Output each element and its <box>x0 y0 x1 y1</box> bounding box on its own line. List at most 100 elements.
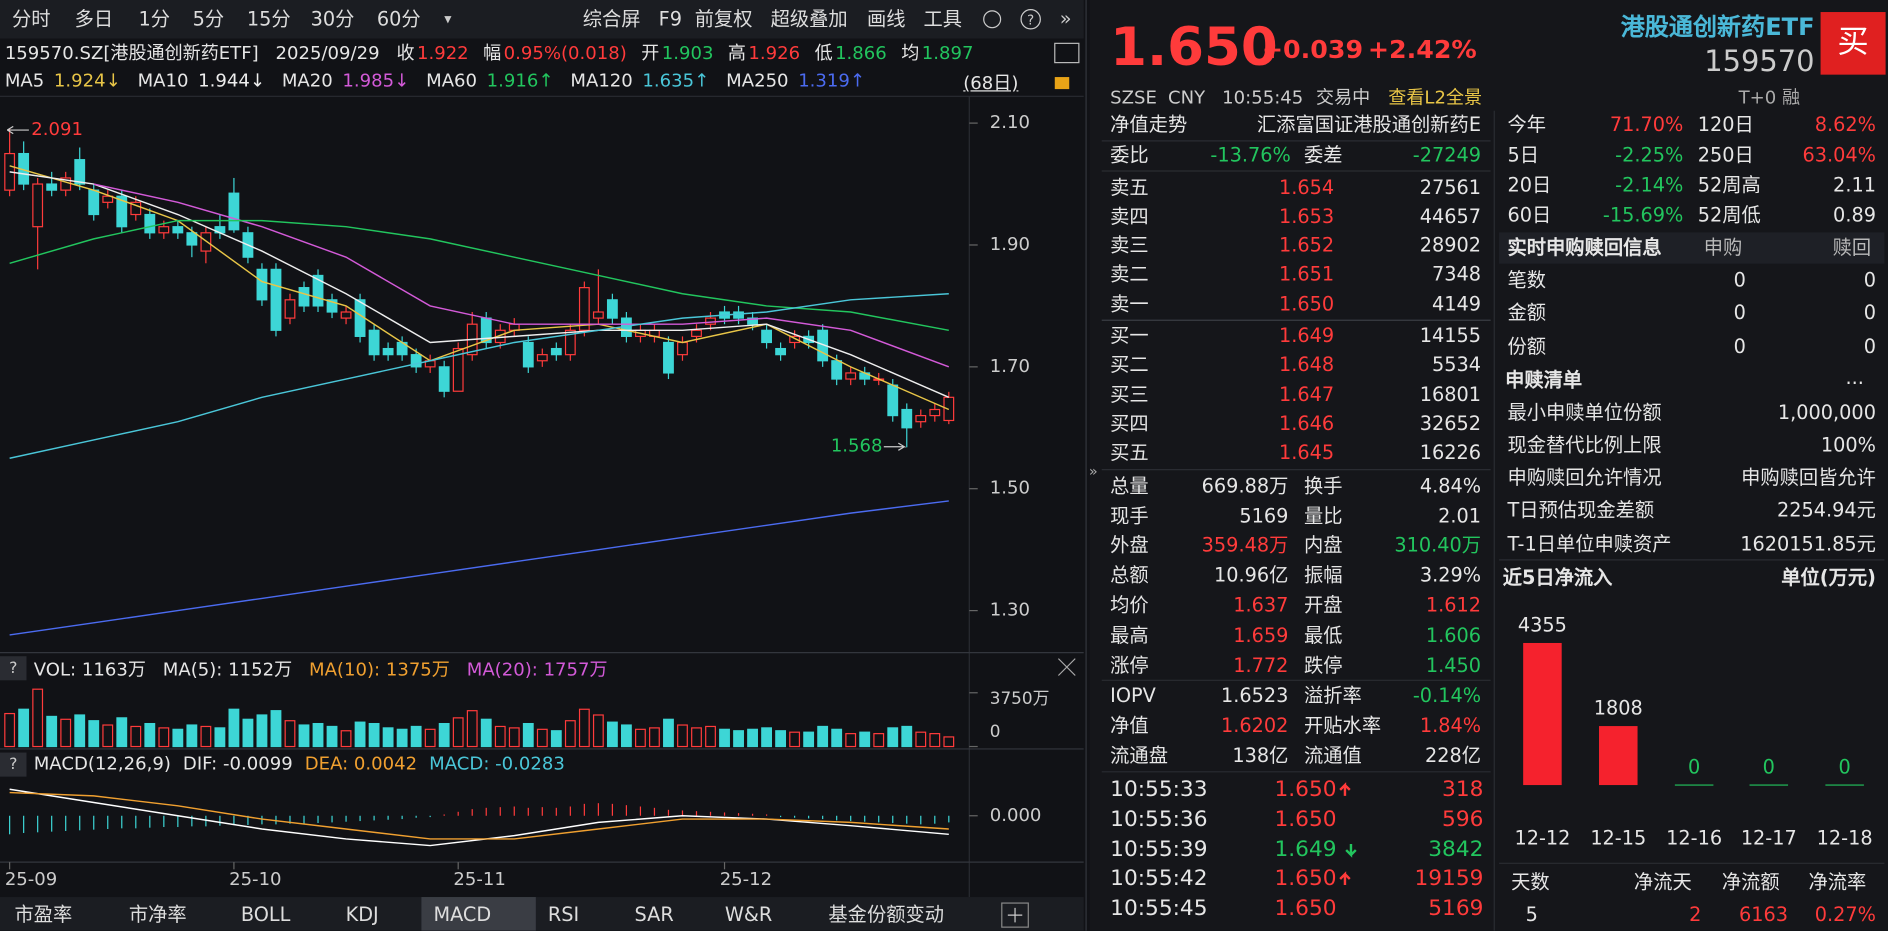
volume-bar <box>228 708 240 748</box>
indicator-tab[interactable]: 市净率 <box>128 903 187 927</box>
period-selector[interactable]: (68日) <box>963 72 1019 94</box>
ma-line <box>9 171 950 398</box>
indicator-tab[interactable]: MACD <box>433 903 492 927</box>
tool-button[interactable]: 超级叠加 <box>770 7 848 31</box>
tool-button[interactable]: 前复权 <box>694 7 753 31</box>
help[interactable] <box>0 656 27 681</box>
volume-bar <box>606 721 618 748</box>
tool-button[interactable]: 画线 <box>866 7 906 31</box>
candle-body <box>761 329 773 344</box>
indicator-tab[interactable]: KDJ <box>345 903 379 927</box>
label: 310.40万 <box>1394 533 1482 557</box>
label: 开盘 <box>1304 594 1343 617</box>
label: 0 <box>1733 268 1746 292</box>
volume-bar <box>592 714 604 748</box>
indicator-tab[interactable]: RSI <box>547 903 580 927</box>
buy-button[interactable] <box>1820 12 1886 75</box>
label: 均价 <box>1110 594 1149 617</box>
label: 20日 <box>1507 173 1552 197</box>
label: -15.69% <box>1602 203 1684 227</box>
collapse[interactable]: » <box>1089 464 1098 480</box>
candle-body <box>663 341 674 374</box>
candle-body <box>284 299 296 319</box>
label: 份额 <box>1507 335 1547 359</box>
indicator-tab[interactable]: SAR <box>634 903 674 927</box>
label: 0 <box>1733 301 1746 325</box>
label: 交易中 <box>1316 86 1371 109</box>
label: 振幅 <box>1304 563 1343 587</box>
info-value: 1.922 <box>416 41 469 64</box>
lock-icon[interactable] <box>1054 77 1070 90</box>
tool-button[interactable]: 综合屏 <box>582 7 641 31</box>
label: 总量 <box>1110 474 1149 498</box>
volume-bar <box>438 722 450 748</box>
label: 笔数 <box>1507 268 1547 292</box>
date: 2025/09/29 <box>275 41 380 64</box>
l2-link[interactable]: 查看L2全景 <box>1388 86 1483 109</box>
period-tab[interactable]: 5分 <box>192 7 225 31</box>
row: VOL: 1163万 MA(5): 1152万 MA(10): 1375万 MA(20… <box>34 656 608 681</box>
volume-bar <box>396 728 408 748</box>
fund-code: 159570 <box>1704 44 1815 78</box>
flow-value: 0 <box>1839 756 1851 779</box>
dropdown[interactable]: ▾ <box>444 11 452 27</box>
tool-button[interactable]: 工具 <box>923 7 963 31</box>
order-volume: 7348 <box>1431 262 1482 286</box>
macd-legend: DEA: 0.0042 <box>304 752 418 775</box>
expand-icon[interactable]: » <box>1060 7 1072 30</box>
period-tab[interactable]: 15分 <box>246 7 291 31</box>
info-label: 幅 <box>483 42 502 64</box>
volume-bar <box>494 725 506 748</box>
flow-value: 1808 <box>1594 697 1643 720</box>
add-tab[interactable] <box>1001 902 1029 928</box>
trade-volume: 596 <box>1442 806 1484 833</box>
order-volume: 44657 <box>1419 205 1482 229</box>
y-tick-label: 3750万 <box>990 688 1050 708</box>
candle-body <box>256 268 268 301</box>
indicator-tab[interactable]: W&R <box>724 903 773 927</box>
indicator-tab[interactable]: BOLL <box>240 903 291 927</box>
trade-price: 1.650 <box>1274 865 1337 892</box>
section-head <box>1499 232 1885 264</box>
flow-value: 4355 <box>1518 614 1567 637</box>
volume-bar <box>284 720 296 748</box>
vol-legend: VOL: 1163万 <box>33 658 146 681</box>
label: 52周高 <box>1697 173 1761 197</box>
volume-bar <box>4 712 16 748</box>
y-tick-label: 1.90 <box>990 234 1030 255</box>
label: 最低 <box>1304 624 1343 648</box>
settings-icon[interactable] <box>983 10 1002 29</box>
wp-icon[interactable] <box>1054 42 1080 64</box>
more[interactable]: ... <box>1845 366 1864 390</box>
label: 250日 <box>1697 143 1754 167</box>
label: 天数 <box>1511 871 1550 894</box>
volume-bar <box>480 718 492 748</box>
indicator-tab[interactable]: 市盈率 <box>14 903 73 927</box>
candle-body <box>438 366 450 392</box>
close[interactable] <box>1057 658 1076 676</box>
indicator-tab[interactable]: 基金份额变动 <box>828 903 945 927</box>
label: 单位(万元) <box>1781 566 1876 590</box>
min-label: 1.568 <box>831 436 883 457</box>
period-tab[interactable]: 60分 <box>376 7 421 31</box>
ma-value: 1.924↓ <box>53 69 121 92</box>
period-tab[interactable]: 多日 <box>74 7 114 31</box>
period-tab[interactable]: 30分 <box>310 7 355 31</box>
volume-bar <box>466 710 478 748</box>
period-tab[interactable]: 1分 <box>138 7 171 31</box>
help[interactable] <box>0 752 27 777</box>
label: 10.96亿 <box>1213 563 1289 587</box>
volume-bar <box>691 727 702 748</box>
volume-bar <box>368 722 380 748</box>
buy-label[interactable]: 买 <box>1837 24 1869 61</box>
flow-bar <box>1599 726 1638 786</box>
candle-body <box>368 329 380 356</box>
volume-bar <box>46 715 58 748</box>
volume-bar <box>761 727 773 748</box>
price: 1.650 <box>1110 16 1278 78</box>
period-tab[interactable]: 分时 <box>12 7 51 31</box>
candle-body <box>606 299 618 319</box>
tool-button[interactable]: F9 <box>658 7 682 31</box>
info-value: 1.897 <box>921 41 974 64</box>
help-icon[interactable] <box>1020 9 1041 30</box>
